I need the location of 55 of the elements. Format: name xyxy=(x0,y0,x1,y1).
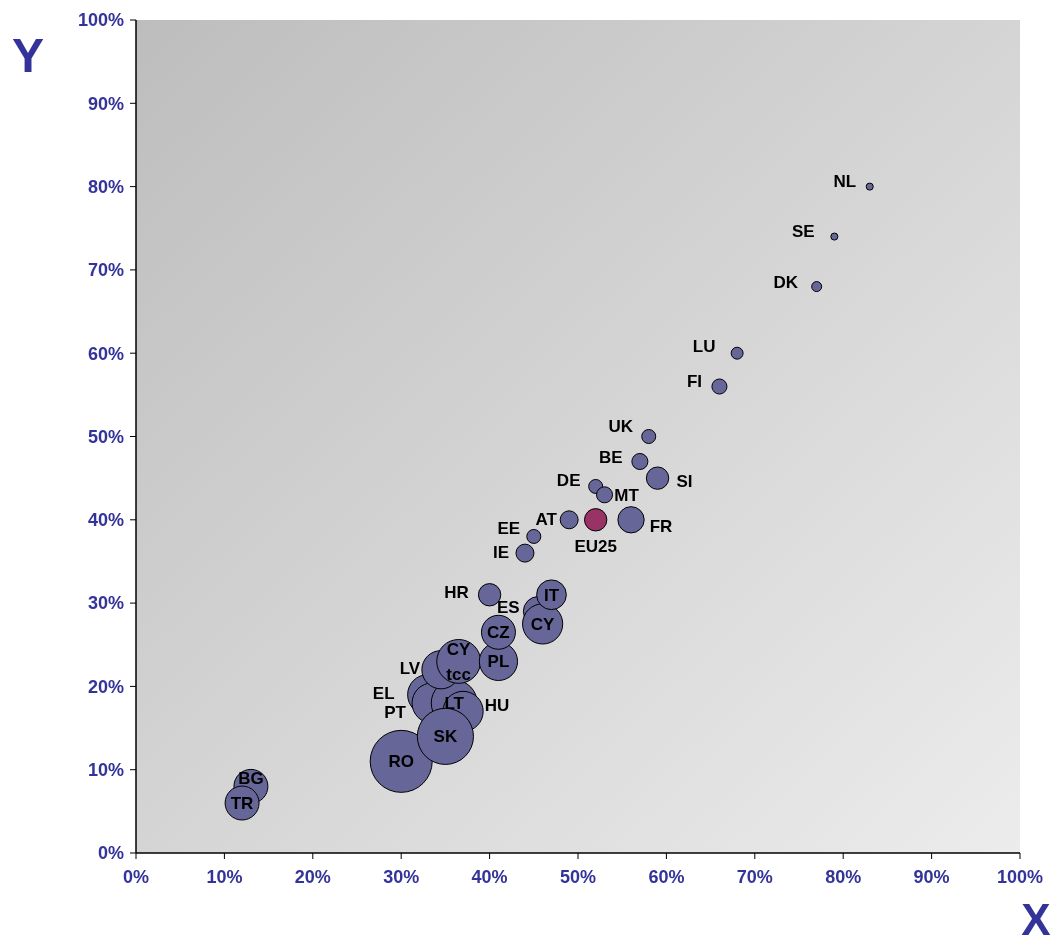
series-label: FR xyxy=(649,516,673,536)
y-tick-label: 80% xyxy=(87,176,124,197)
x-tick-label: 50% xyxy=(559,867,597,887)
x-tick-label: 0% xyxy=(122,867,150,887)
series-label: CY tcc xyxy=(446,639,472,684)
y-tick-label: 50% xyxy=(87,426,124,447)
y-tick-label: 70% xyxy=(87,260,124,281)
x-tick-label: 10% xyxy=(206,867,243,887)
series-label: AT xyxy=(535,509,558,529)
y-tick-label: 40% xyxy=(87,510,124,531)
series-label: SK xyxy=(433,727,458,747)
x-tick-label: 80% xyxy=(825,867,862,887)
series-label: BE xyxy=(599,448,623,468)
series-label: MT xyxy=(614,485,640,505)
series-label: HU xyxy=(484,696,510,716)
series-label: LT xyxy=(444,694,465,714)
series-label: DK xyxy=(773,272,799,292)
x-tick-label: 100% xyxy=(996,867,1044,887)
x-axis-title: X xyxy=(1021,895,1051,944)
series-label: LV xyxy=(399,658,421,678)
y-axis-title: Y xyxy=(11,29,45,82)
series-label: LU xyxy=(692,337,716,357)
series-label: TR xyxy=(230,793,254,813)
y-tick-label: 100% xyxy=(77,10,124,31)
series-label: CZ xyxy=(487,623,510,643)
series-label: FI xyxy=(686,372,702,392)
y-tick-label: 30% xyxy=(87,593,124,614)
series-label: HR xyxy=(444,582,469,602)
series-label: RO xyxy=(388,752,414,772)
y-tick-label: 90% xyxy=(87,93,124,114)
y-tick-label: 60% xyxy=(87,343,124,364)
series-label: SE xyxy=(792,221,815,241)
series-label: EU25 xyxy=(574,536,617,556)
x-tick-label: 30% xyxy=(383,867,420,887)
series-label: IE xyxy=(492,543,509,563)
series-label: EE xyxy=(497,519,521,539)
series-label: BG xyxy=(238,769,264,789)
series-label: SI xyxy=(676,472,693,492)
series-label: UK xyxy=(608,417,634,437)
y-tick-label: 0% xyxy=(97,843,124,864)
y-tick-label: 20% xyxy=(87,676,124,697)
x-tick-label: 70% xyxy=(736,867,773,887)
series-label: IT xyxy=(543,585,560,605)
series-label: ES xyxy=(496,598,520,618)
series-label: PL xyxy=(487,652,510,672)
x-tick-label: 60% xyxy=(648,867,685,887)
series-label: EL xyxy=(372,683,395,703)
series-label: CY xyxy=(530,614,556,634)
series-label: DE xyxy=(556,471,581,491)
series-label: PT xyxy=(384,703,407,723)
y-tick-label: 10% xyxy=(87,760,124,780)
x-tick-label: 40% xyxy=(471,867,508,887)
x-tick-label: 20% xyxy=(294,867,331,887)
series-label: NL xyxy=(833,171,857,191)
x-tick-label: 90% xyxy=(913,867,950,887)
